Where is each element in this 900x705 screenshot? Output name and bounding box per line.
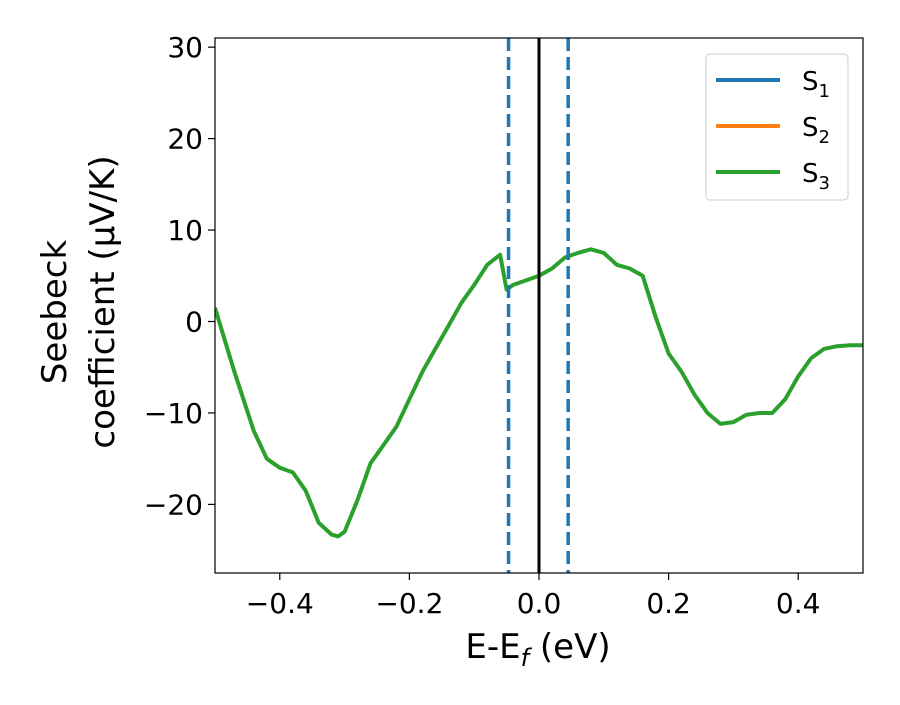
x-axis-ticks: −0.4 −0.2 0.0 0.2 0.4 <box>246 573 821 620</box>
x-axis-title: E-Ef (eV) <box>465 627 610 672</box>
x-tick-label: −0.4 <box>246 587 314 620</box>
y-tick-label: 10 <box>167 214 203 247</box>
y-tick-label: 20 <box>167 123 203 156</box>
x-tick-label: 0.0 <box>517 587 562 620</box>
legend-label-s1: S1 <box>802 67 830 102</box>
y-tick-label: −10 <box>144 397 203 430</box>
y-axis-title-line2: coefficient (μV/K) <box>83 155 123 448</box>
y-tick-label: 30 <box>167 31 203 64</box>
y-axis-ticks: −20 −10 0 10 20 30 <box>144 31 215 521</box>
x-tick-label: 0.4 <box>776 587 821 620</box>
y-tick-label: −20 <box>144 488 203 521</box>
series-line-s3 <box>215 247 863 539</box>
legend: S1 S2 S3 <box>705 53 849 201</box>
legend-label-s2: S2 <box>802 113 830 148</box>
y-axis-title-line1: Seebeck <box>35 240 75 385</box>
x-tick-label: 0.2 <box>646 587 691 620</box>
y-tick-label: 0 <box>185 306 203 339</box>
legend-label-s3: S3 <box>802 159 830 194</box>
x-tick-label: −0.2 <box>375 587 443 620</box>
